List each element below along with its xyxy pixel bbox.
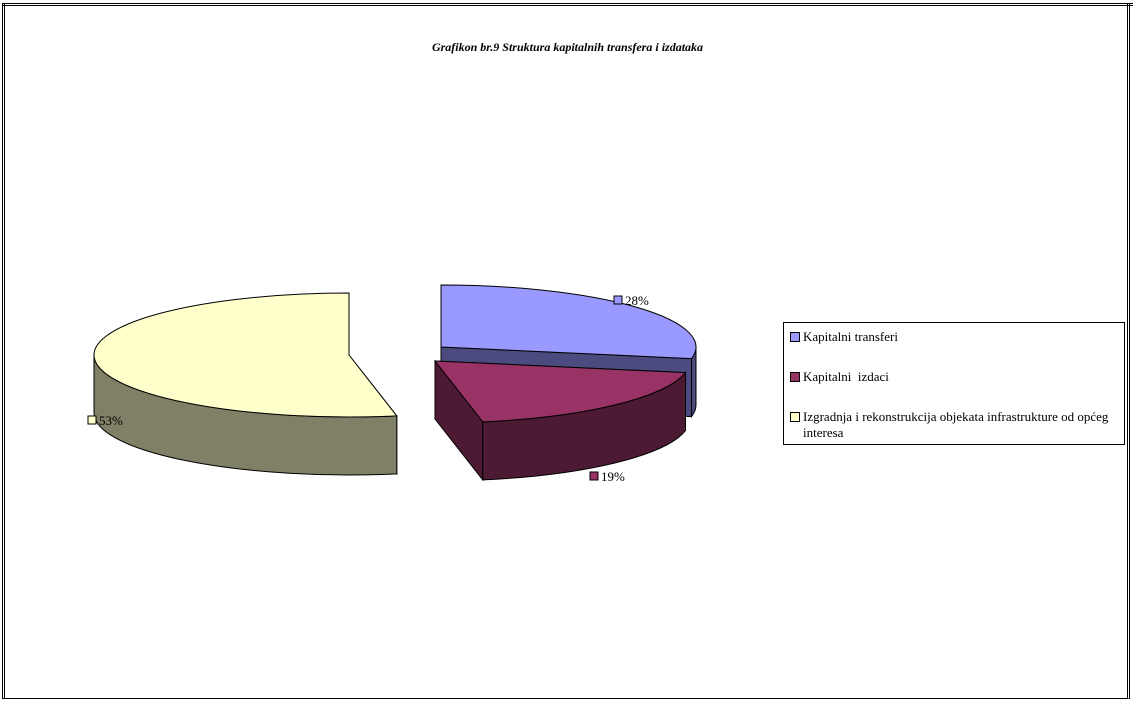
data-label-swatch-0 xyxy=(613,295,623,305)
legend-item-kapitalni-izdaci: Kapitalni izdaci xyxy=(790,369,1113,385)
frame-top-border xyxy=(2,3,1133,7)
frame-left-border xyxy=(2,3,8,699)
legend-label: Kapitalni izdaci xyxy=(803,369,889,384)
pie-slice-1 xyxy=(433,359,687,482)
chart-title: Grafikon br.9 Struktura kapitalnih trans… xyxy=(431,40,704,54)
legend-item-izgradnja: Izgradnja i rekonstrukcija objekata infr… xyxy=(790,409,1113,441)
data-label-swatch-2 xyxy=(87,415,97,425)
legend-swatch-izgradnja xyxy=(790,412,800,422)
legend-swatch-kapitalni-transferi xyxy=(790,332,800,342)
legend-label: Izgradnja i rekonstrukcija objekata infr… xyxy=(803,409,1109,440)
data-label-swatch-1 xyxy=(589,471,599,481)
pie-slice-2 xyxy=(93,292,398,476)
data-label-2: 53% xyxy=(99,413,123,428)
data-label-1: 19% xyxy=(601,469,625,484)
chart-legend: Kapitalni transferi Kapitalni izdaci Izg… xyxy=(783,322,1125,445)
legend-item-kapitalni-transferi: Kapitalni transferi xyxy=(790,329,1113,345)
data-label-0: 28% xyxy=(625,293,649,308)
legend-label: Kapitalni transferi xyxy=(803,329,898,344)
legend-swatch-kapitalni-izdaci xyxy=(790,372,800,382)
